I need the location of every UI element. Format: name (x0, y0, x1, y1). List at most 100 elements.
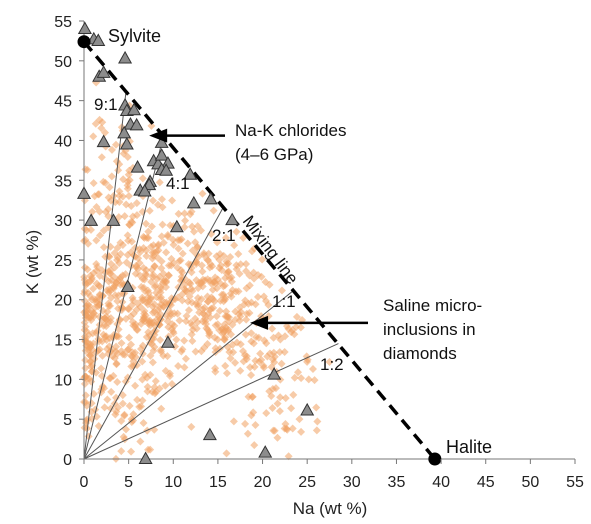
micro-inclusion-point (105, 183, 114, 192)
micro-inclusion-point (113, 243, 122, 252)
x-tick-label: 5 (124, 474, 133, 491)
micro-inclusion-point (183, 239, 192, 248)
micro-inclusion-point (150, 383, 159, 392)
micro-inclusion-point (152, 293, 161, 302)
micro-inclusion-point (142, 219, 151, 228)
micro-inclusion-point (242, 355, 251, 364)
micro-inclusion-point (253, 292, 262, 301)
micro-inclusion-point (81, 335, 90, 344)
micro-inclusion-point (133, 395, 142, 404)
micro-inclusion-point (156, 336, 165, 345)
micro-inclusion-point (150, 307, 159, 316)
annotation-arrows (149, 128, 368, 330)
micro-inclusion-point (169, 259, 178, 268)
chloride-point (76, 186, 92, 199)
micro-inclusion-point (104, 205, 113, 214)
endmember-label-sylvite: Sylvite (108, 26, 161, 46)
micro-inclusion-point (99, 330, 108, 339)
micro-inclusion-point (219, 251, 228, 260)
micro-inclusion-point (110, 249, 119, 258)
x-tick-label: 40 (432, 474, 450, 491)
micro-inclusion-point (269, 348, 278, 357)
x-tick-label: 45 (477, 474, 495, 491)
micro-inclusion-point (112, 342, 121, 351)
y-tick-label: 55 (54, 14, 72, 31)
annotation-inclusions-line3: diamonds (383, 344, 457, 363)
ratio-line (83, 290, 294, 460)
x-axis-label: Na (wt %) (293, 499, 368, 518)
micro-inclusion-point (95, 345, 104, 354)
chloride-point (77, 21, 92, 35)
micro-inclusion-point (289, 390, 298, 399)
micro-inclusion-point (231, 307, 240, 316)
micro-inclusion-point (157, 264, 166, 273)
micro-inclusion-point (111, 410, 120, 419)
endmember-label-halite: Halite (446, 437, 492, 457)
micro-inclusion-point (186, 279, 195, 288)
micro-inclusion-point (83, 265, 92, 274)
micro-inclusion-point (92, 279, 101, 288)
micro-inclusion-point (166, 301, 175, 310)
micro-inclusion-point (145, 206, 154, 215)
micro-inclusion-point (158, 220, 167, 229)
micro-inclusion-point (165, 369, 174, 378)
micro-inclusion-point (132, 199, 141, 208)
micro-inclusion-point (199, 249, 208, 258)
micro-inclusion-point (273, 433, 282, 442)
micro-inclusion-point (271, 384, 280, 393)
chloride-point (91, 33, 106, 46)
micro-inclusion-point (140, 309, 149, 318)
micro-inclusion-point (135, 245, 144, 254)
micro-inclusion-point (100, 314, 109, 323)
micro-inclusion-point (124, 170, 133, 179)
micro-inclusion-point (247, 298, 256, 307)
micro-inclusion-point (231, 358, 240, 367)
micro-inclusion-point (88, 207, 97, 216)
micro-inclusion-point (215, 255, 224, 264)
micro-inclusion-point (117, 447, 126, 456)
micro-inclusion-point (139, 283, 148, 292)
micro-inclusion-point (174, 209, 183, 218)
micro-inclusion-point (149, 346, 158, 355)
ratio-lines (83, 91, 339, 460)
micro-inclusion-point (107, 259, 116, 268)
micro-inclusion-point (193, 318, 202, 327)
micro-inclusion-point (129, 410, 138, 419)
micro-inclusion-point (268, 403, 277, 412)
micro-inclusion-point (142, 266, 151, 275)
micro-inclusion-point (193, 222, 202, 231)
micro-inclusion-point (281, 394, 290, 403)
ratio-label-4-1: 4:1 (166, 174, 190, 193)
micro-inclusion-point (105, 285, 114, 294)
micro-inclusion-point (92, 298, 101, 307)
micro-inclusion-point (253, 271, 262, 280)
micro-inclusion-point (207, 304, 216, 313)
endmember-point (77, 35, 91, 49)
micro-inclusion-point (92, 259, 101, 268)
micro-inclusion-point (98, 382, 107, 391)
micro-inclusion-point (138, 341, 147, 350)
micro-inclusion-point (222, 312, 231, 321)
y-tick-label: 0 (63, 452, 72, 469)
micro-inclusion-point (83, 342, 92, 351)
micro-inclusion-point (232, 261, 241, 270)
micro-inclusion-point (120, 212, 129, 221)
micro-inclusion-point (153, 253, 162, 262)
plot-frame (83, 21, 575, 460)
micro-inclusion-point (89, 308, 98, 317)
micro-inclusion-point (150, 300, 159, 309)
micro-inclusion-point (313, 417, 322, 426)
micro-inclusion-points (80, 78, 334, 463)
micro-inclusion-point (226, 289, 235, 298)
micro-inclusion-point (150, 262, 159, 271)
micro-inclusion-point (310, 376, 319, 385)
y-tick-label: 45 (54, 94, 72, 111)
micro-inclusion-point (250, 441, 259, 450)
chloride-point (186, 195, 201, 209)
micro-inclusion-point (98, 118, 107, 127)
micro-inclusion-point (215, 306, 224, 315)
ratio-line (83, 343, 339, 460)
micro-inclusion-point (158, 203, 167, 212)
micro-inclusion-point (182, 312, 191, 321)
